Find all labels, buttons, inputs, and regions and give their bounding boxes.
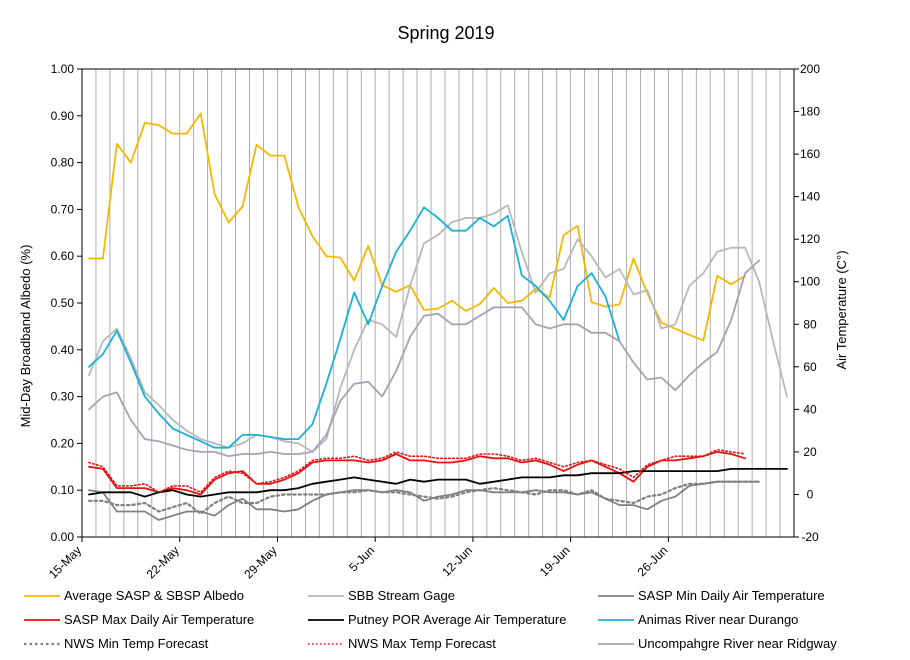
right-tick-label: 0 bbox=[807, 487, 814, 501]
series-line-nws-max-temp-forecast bbox=[88, 449, 746, 494]
right-tick-label: -20 bbox=[801, 530, 819, 544]
legend-label: Putney POR Average Air Temperature bbox=[348, 612, 566, 627]
left-tick-label: 0.00 bbox=[51, 530, 75, 544]
legend: Average SASP & SBSP Albedo SBB Stream Gag… bbox=[24, 588, 837, 651]
series-line-sasp-max-daily-air-temperature bbox=[88, 451, 746, 496]
legend-label: NWS Max Temp Forecast bbox=[348, 636, 496, 651]
legend-label: NWS Min Temp Forecast bbox=[64, 636, 209, 651]
series-line-sasp-min-daily-air-temperature bbox=[88, 480, 760, 521]
legend-label: Average SASP & SBSP Albedo bbox=[64, 588, 244, 603]
right-tick-label: 80 bbox=[803, 317, 817, 331]
plot-area-frame bbox=[81, 68, 795, 538]
right-tick-label: 140 bbox=[800, 190, 820, 204]
series-layer bbox=[87, 112, 788, 521]
x-tick-label: 26-Jun bbox=[635, 543, 671, 579]
legend-label: SASP Min Daily Air Temperature bbox=[638, 588, 825, 603]
left-axis: 0.00 0.10 0.20 0.30 0.40 0.50 0.60 0.70 0.80 0.90… bbox=[51, 62, 82, 544]
series-line-sbb-stream-gage bbox=[88, 204, 788, 453]
x-axis: 15-May 22-May 29-May 5-Jun 12-Jun 19-Jun 26-Ju… bbox=[46, 537, 671, 581]
left-tick-label: 0.80 bbox=[51, 156, 75, 170]
left-tick-label: 0.40 bbox=[51, 343, 75, 357]
left-tick-label: 0.30 bbox=[51, 390, 75, 404]
right-tick-label: 60 bbox=[803, 360, 817, 374]
right-tick-label: 200 bbox=[800, 62, 820, 76]
right-axis: -20 0 20 40 60 80 100 120 140 160 180 200 bbox=[794, 62, 820, 544]
right-tick-label: 100 bbox=[800, 275, 820, 289]
left-tick-label: 0.20 bbox=[51, 436, 75, 450]
series-line-nws-min-temp-forecast bbox=[87, 480, 761, 515]
left-tick-label: 1.00 bbox=[51, 62, 75, 76]
series-line-animas-river-near-durango bbox=[88, 206, 621, 449]
right-tick-label: 180 bbox=[800, 105, 820, 119]
left-tick-label: 0.10 bbox=[51, 483, 75, 497]
right-tick-label: 20 bbox=[803, 445, 817, 459]
x-tick-label: 15-May bbox=[46, 543, 84, 581]
series-line-uncompahgre-river-near-ridgway bbox=[88, 259, 760, 458]
left-tick-label: 0.70 bbox=[51, 202, 75, 216]
legend-label: SBB Stream Gage bbox=[348, 588, 455, 603]
right-tick-label: 160 bbox=[800, 147, 820, 161]
x-tick-label: 19-Jun bbox=[537, 543, 573, 579]
left-axis-label: Mid-Day Broadband Albedo (%) bbox=[18, 245, 33, 428]
legend-label: SASP Max Daily Air Temperature bbox=[64, 612, 254, 627]
chart-title: Spring 2019 bbox=[397, 23, 494, 43]
series-line-average-sasp-sbsp-albedo bbox=[88, 112, 746, 342]
x-tick-label: 12-Jun bbox=[439, 543, 475, 579]
x-tick-label: 5-Jun bbox=[346, 543, 377, 574]
legend-label: Uncompahgre River near Ridgway bbox=[638, 636, 837, 651]
right-tick-label: 40 bbox=[803, 402, 817, 416]
legend-label: Animas River near Durango bbox=[638, 612, 798, 627]
left-tick-label: 0.60 bbox=[51, 249, 75, 263]
right-axis-label: Air Temperature (C°) bbox=[834, 250, 849, 369]
left-tick-label: 0.90 bbox=[51, 109, 75, 123]
x-tick-label: 29-May bbox=[241, 543, 279, 581]
vertical-grid bbox=[95, 69, 781, 537]
series-line-putney-por-average-air-temperature bbox=[88, 468, 788, 498]
left-tick-label: 0.50 bbox=[51, 296, 75, 310]
right-tick-label: 120 bbox=[800, 232, 820, 246]
x-tick-label: 22-May bbox=[144, 543, 182, 581]
